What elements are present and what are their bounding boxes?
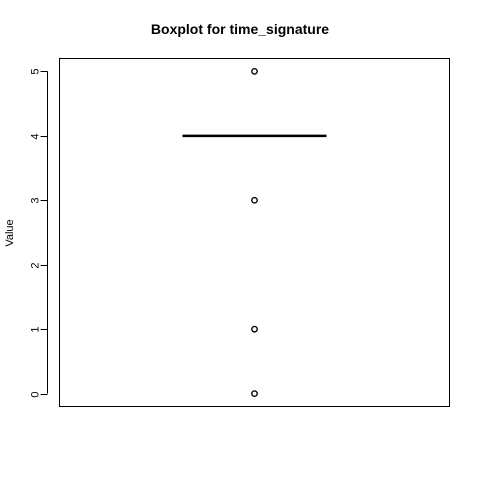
- outlier-point: [251, 196, 258, 204]
- y-tick-label: 4: [30, 133, 42, 139]
- y-tick-label: 1: [30, 326, 42, 332]
- y-axis: 0 1 2 3 4 5: [30, 68, 48, 398]
- y-axis-label: Value: [4, 219, 16, 246]
- outlier-point: [251, 67, 258, 75]
- y-tick-label: 0: [30, 391, 42, 397]
- y-tick-label: 3: [30, 197, 42, 203]
- outlier-point: [251, 390, 258, 398]
- outlier-point: [251, 325, 258, 333]
- y-tick-label: 2: [30, 262, 42, 268]
- boxplot-marks: [182, 67, 327, 398]
- plot-frame: [59, 58, 450, 407]
- chart-title: Boxplot for time_signature: [150, 21, 330, 37]
- y-tick-label: 5: [30, 68, 42, 74]
